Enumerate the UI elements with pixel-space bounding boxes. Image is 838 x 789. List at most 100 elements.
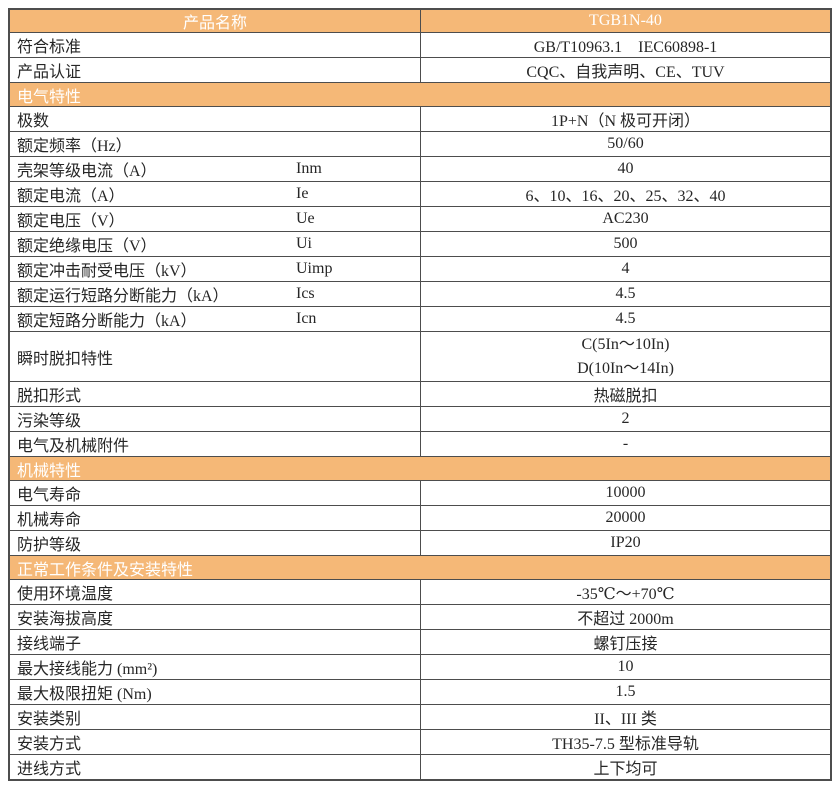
row-label-cell: 额定绝缘电压（V） Ui — [10, 232, 421, 256]
row-label-cell: 壳架等级电流（A） Inm — [10, 157, 421, 181]
row-label: 污染等级 — [17, 413, 82, 430]
row-label-cell: 安装方式 — [10, 730, 421, 754]
row-label-cell: 额定电压（V） Ue — [10, 207, 421, 231]
row-label: 产品认证 — [17, 64, 82, 81]
row-label-cell: 电气及机械附件 — [10, 432, 421, 456]
row-label-cell: 污染等级 — [10, 407, 421, 431]
row-symbol: Inm — [296, 160, 322, 177]
row-label: 电气及机械附件 — [17, 438, 130, 455]
section-title: 电气特性 — [17, 88, 82, 106]
table-row: 瞬时脱扣特性 C(5In～10In) D(10In～14In) — [10, 331, 830, 381]
table-row: 安装类别 II、III 类 — [10, 704, 830, 729]
table-row: 脱扣形式 热磁脱扣 — [10, 381, 830, 406]
row-label: 额定电压（V） — [17, 213, 125, 230]
row-label-cell: 符合标准 — [10, 33, 421, 57]
row-value-cell: 1.5 — [615, 683, 636, 700]
section-header-row: 正常工作条件及安装特性 — [10, 555, 830, 579]
row-value-cell: 4.5 — [615, 310, 636, 327]
row-label: 安装海拔高度 — [17, 611, 114, 628]
table-row: 电气寿命 10000 — [10, 480, 830, 505]
row-label-cell: 脱扣形式 — [10, 382, 421, 406]
table-row: 额定运行短路分断能力（kA） Ics 4.5 — [10, 281, 830, 306]
section-header-row: 电气特性 — [10, 82, 830, 106]
row-value-cell: 50/60 — [607, 135, 644, 152]
table-row: 额定冲击耐受电压（kV） Uimp 4 — [10, 256, 830, 281]
row-symbol: Ue — [296, 210, 315, 227]
row-value-line: D(10In～14In) — [577, 359, 674, 377]
row-label: 电气寿命 — [17, 487, 82, 504]
row-value-cell: 1P+N（N 极可开闭） — [550, 113, 701, 130]
row-label: 接线端子 — [17, 636, 82, 653]
row-label: 极数 — [17, 113, 50, 130]
table-row: 额定绝缘电压（V） Ui 500 — [10, 231, 830, 256]
row-symbol: Uimp — [296, 260, 333, 277]
row-value-cell: 上下均可 — [593, 761, 658, 778]
section-header-row: 机械特性 — [10, 456, 830, 480]
row-label: 额定运行短路分断能力（kA） — [17, 288, 229, 305]
row-value-cell: - — [622, 435, 629, 452]
row-value-cell: GB/T10963.1 IEC60898-1 — [533, 39, 718, 56]
table-row: 安装方式 TH35-7.5 型标准导轨 — [10, 729, 830, 754]
table-row: 接线端子 螺钉压接 — [10, 629, 830, 654]
row-value-cell: 6、10、16、20、25、32、40 — [525, 188, 726, 205]
row-value-cell: AC230 — [602, 210, 649, 227]
row-label: 机械寿命 — [17, 512, 82, 529]
row-label-cell: 额定短路分断能力（kA） Icn — [10, 307, 421, 331]
table-row: 安装海拔高度 不超过 2000m — [10, 604, 830, 629]
table-row: 最大接线能力 (mm²) 10 — [10, 654, 830, 679]
row-value-cell: CQC、自我声明、CE、TUV — [526, 64, 725, 81]
table-row: 最大极限扭矩 (Nm) 1.5 — [10, 679, 830, 704]
row-label-cell: 产品认证 — [10, 58, 421, 82]
table-row: 符合标准 GB/T10963.1 IEC60898-1 — [10, 32, 830, 57]
row-label-cell: 防护等级 — [10, 531, 421, 555]
table-row: 额定电压（V） Ue AC230 — [10, 206, 830, 231]
row-label: 最大接线能力 (mm²) — [17, 661, 158, 678]
row-label: 符合标准 — [17, 39, 82, 56]
row-value-cell: 10 — [617, 658, 634, 675]
table-row: 壳架等级电流（A） Inm 40 — [10, 156, 830, 181]
row-label-cell: 瞬时脱扣特性 — [10, 332, 421, 381]
table-row: 额定频率（Hz） 50/60 — [10, 131, 830, 156]
table-row: 产品认证 CQC、自我声明、CE、TUV — [10, 57, 830, 82]
table-row: 电气及机械附件 - — [10, 431, 830, 456]
row-label-cell: 使用环境温度 — [10, 580, 421, 604]
row-value-cell: 500 — [613, 235, 638, 252]
header-model-cell: TGB1N-40 — [589, 12, 662, 29]
row-label-cell: 安装类别 — [10, 705, 421, 729]
row-label-cell: 最大极限扭矩 (Nm) — [10, 680, 421, 704]
row-label: 脱扣形式 — [17, 388, 82, 405]
row-label-cell: 最大接线能力 (mm²) — [10, 655, 421, 679]
table-row: 极数 1P+N（N 极可开闭） — [10, 106, 830, 131]
row-value-cell: 2 — [621, 410, 630, 427]
row-label: 额定频率（Hz） — [17, 138, 132, 155]
row-label-cell: 额定运行短路分断能力（kA） Ics — [10, 282, 421, 306]
row-label: 最大极限扭矩 (Nm) — [17, 686, 152, 703]
row-symbol: Ui — [296, 235, 312, 252]
section-title: 正常工作条件及安装特性 — [17, 561, 194, 579]
row-label: 壳架等级电流（A） — [17, 163, 157, 180]
row-value-cell: 10000 — [605, 484, 646, 501]
table-row: 进线方式 上下均可 — [10, 754, 830, 779]
row-value-cell: 40 — [617, 160, 634, 177]
row-label: 安装类别 — [17, 711, 82, 728]
row-label-cell: 机械寿命 — [10, 506, 421, 530]
row-value-cell: C(5In～10In) D(10In～14In) — [421, 332, 830, 381]
row-value-cell: TH35-7.5 型标准导轨 — [552, 736, 699, 753]
row-label: 瞬时脱扣特性 — [17, 350, 114, 368]
row-symbol: Icn — [296, 310, 317, 327]
table-row: 使用环境温度 -35℃～+70℃ — [10, 579, 830, 604]
row-value-cell: II、III 类 — [594, 711, 657, 728]
row-label: 进线方式 — [17, 761, 82, 778]
row-value-cell: 4.5 — [615, 285, 636, 302]
row-value-cell: -35℃～+70℃ — [576, 586, 675, 603]
row-value-cell: 20000 — [605, 509, 646, 526]
row-label-cell: 进线方式 — [10, 755, 421, 779]
row-label: 额定绝缘电压（V） — [17, 238, 157, 255]
table-header-row: 产品名称 TGB1N-40 — [10, 10, 830, 32]
row-value-cell: IP20 — [610, 534, 641, 551]
row-label: 额定电流（A） — [17, 188, 125, 205]
row-label: 使用环境温度 — [17, 586, 114, 603]
row-value-cell: 螺钉压接 — [593, 636, 658, 653]
row-value-cell: 不超过 2000m — [577, 611, 674, 628]
row-label-cell: 极数 — [10, 107, 421, 131]
